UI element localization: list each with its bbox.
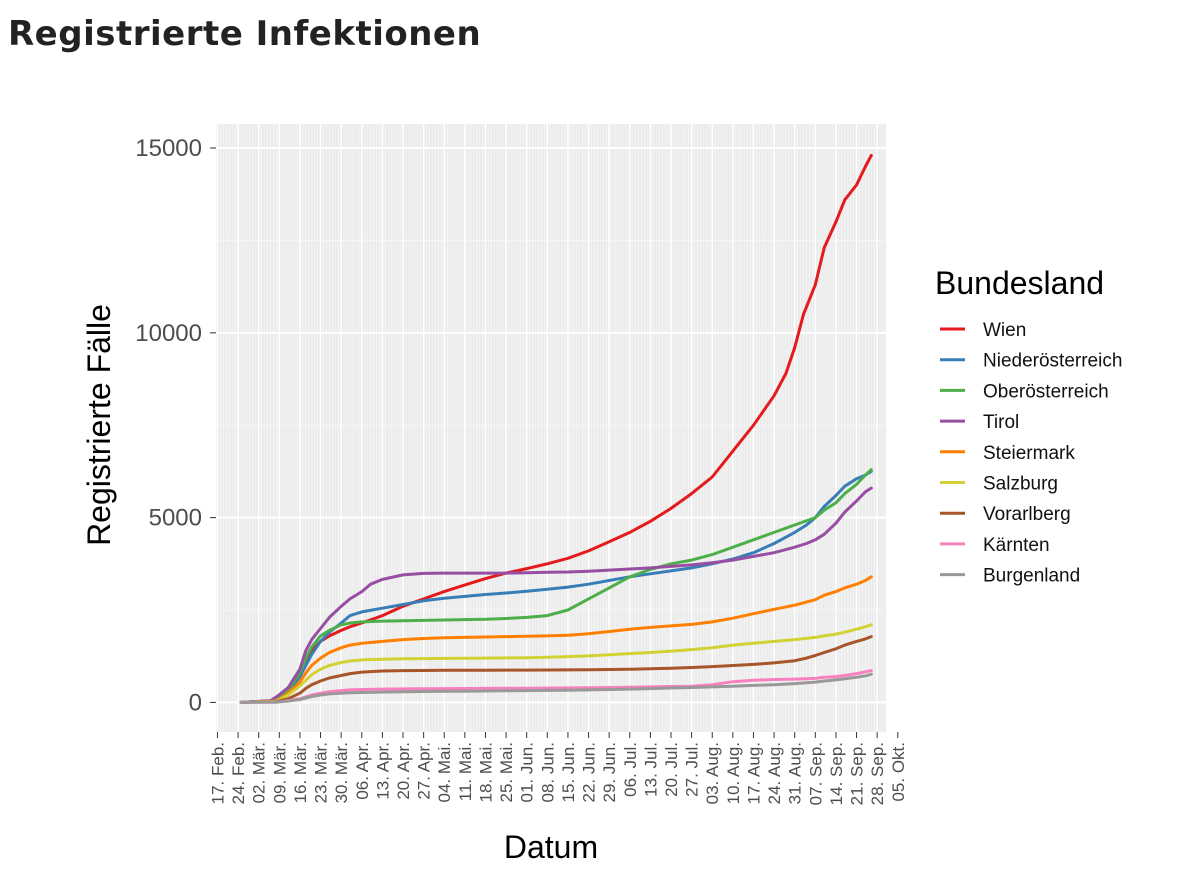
x-axis-ticks: 17. Feb. 24. Feb. 02. Mär. 09. Mär. 16. Mär.… [209, 732, 908, 805]
x-tick-label: 18. Mai. [477, 742, 496, 802]
legend-label: Oberösterreich [983, 381, 1109, 402]
x-tick-label: 06. Apr. [353, 742, 372, 800]
series-line [239, 153, 873, 704]
x-tick-label: 27. Jul. [683, 742, 702, 797]
x-tick-label: 24. Feb. [229, 742, 248, 804]
y-tick-label: 10000 [135, 320, 202, 347]
x-tick-label: 22. Jun. [580, 742, 599, 803]
series-line [239, 672, 873, 704]
x-tick-label: 04. Mai. [435, 742, 454, 802]
series-line [239, 468, 873, 704]
x-tick-label: 17. Aug. [745, 742, 764, 804]
legend-label: Vorarlberg [983, 504, 1071, 525]
x-tick-label: 02. Mär. [250, 742, 269, 803]
x-tick-label: 13. Jul. [641, 742, 660, 797]
x-tick-label: 15. Jun. [559, 742, 578, 803]
legend-label: Kärnten [983, 535, 1050, 556]
series-line [239, 575, 873, 704]
legend-label: Salzburg [983, 474, 1058, 495]
series-line [239, 623, 873, 704]
x-tick-label: 14. Sep. [827, 742, 846, 805]
x-tick-label: 10. Aug. [724, 742, 743, 804]
legend-label: Tirol [983, 412, 1019, 433]
x-tick-label: 01. Jun. [518, 742, 537, 803]
x-tick-label: 17. Feb. [209, 742, 228, 804]
x-tick-label: 05. Okt. [889, 742, 908, 802]
series-line [239, 635, 873, 704]
x-tick-label: 31. Aug. [786, 742, 805, 804]
series-line [239, 669, 873, 704]
y-tick-label: 15000 [135, 135, 202, 162]
major-gridlines [216, 124, 886, 732]
y-tick-label: 0 [189, 689, 202, 716]
series-lines [239, 153, 873, 704]
legend-label: Steiermark [983, 443, 1075, 464]
x-tick-label: 21. Sep. [848, 742, 867, 805]
legend: Bundesland Wien Niederösterreich Oberöster… [935, 265, 1122, 587]
y-axis-title: Registrierte Fälle [81, 304, 117, 546]
y-axis-ticks: 0 5000 10000 15000 [135, 135, 216, 716]
x-tick-label: 28. Sep. [868, 742, 887, 805]
x-tick-label: 16. Mär. [291, 742, 310, 803]
series-line [239, 469, 873, 704]
x-tick-label: 06. Jul. [621, 742, 640, 797]
x-tick-label: 08. Jun. [538, 742, 557, 803]
x-tick-label: 09. Mär. [270, 742, 289, 803]
x-tick-label: 13. Apr. [373, 742, 392, 800]
legend-label: Burgenland [983, 566, 1080, 587]
x-tick-label: 24. Aug. [765, 742, 784, 804]
legend-label: Niederösterreich [983, 351, 1122, 372]
y-tick-label: 5000 [149, 505, 202, 532]
x-tick-label: 27. Apr. [415, 742, 434, 800]
x-tick-label: 30. Mär. [332, 742, 351, 803]
x-tick-label: 25. Mai. [497, 742, 516, 802]
x-tick-label: 11. Mai. [456, 742, 475, 801]
x-tick-label: 29. Jun. [600, 742, 619, 803]
x-tick-label: 23. Mär. [312, 742, 331, 803]
x-axis-title: Datum [504, 829, 598, 865]
series-line [239, 486, 873, 704]
x-tick-label: 20. Apr. [394, 742, 413, 800]
x-tick-label: 03. Aug. [703, 742, 722, 804]
x-tick-label: 20. Jul. [662, 742, 681, 797]
page-title: Registrierte Infektionen [8, 14, 482, 54]
legend-label: Wien [983, 320, 1026, 341]
legend-title: Bundesland [935, 265, 1104, 301]
x-tick-label: 07. Sep. [806, 742, 825, 805]
